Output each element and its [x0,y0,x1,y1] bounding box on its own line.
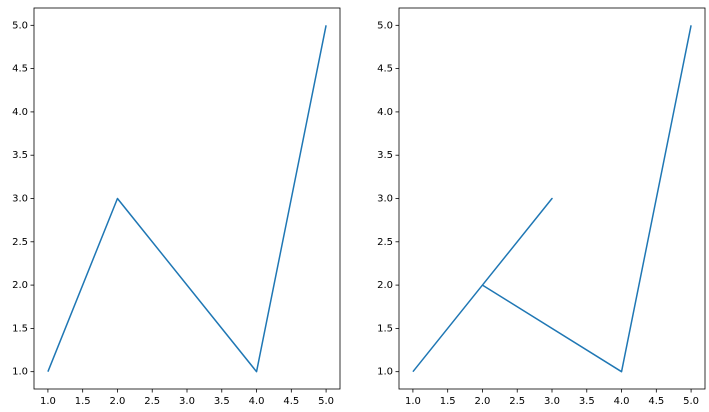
y-tick-label: 3.0 [12,194,28,205]
x-tick-label: 3.5 [214,396,230,407]
y-tick-label: 2.5 [12,237,28,248]
x-tick-label: 4.0 [614,396,630,407]
x-tick-label: 1.5 [440,396,456,407]
y-tick-label: 2.5 [377,237,393,248]
x-tick-label: 5.0 [318,396,334,407]
data-line [47,25,327,373]
x-tick-label: 5.0 [683,396,699,407]
y-tick-label: 1.0 [377,367,393,378]
y-tick-label: 4.5 [377,64,393,75]
y-tick-label: 3.5 [12,150,28,161]
x-tick-label: 4.5 [283,396,299,407]
x-tick-label: 3.0 [179,396,195,407]
y-tick-label: 1.5 [377,323,393,334]
y-tick-label: 4.5 [12,64,28,75]
x-tick-label: 4.0 [249,396,265,407]
y-tick-label: 1.5 [12,323,28,334]
y-tick-label: 4.0 [12,107,28,118]
y-tick-label: 3.5 [377,150,393,161]
x-tick-label: 3.0 [544,396,560,407]
x-tick-label: 2.5 [144,396,160,407]
x-tick-label: 2.0 [110,396,126,407]
x-tick-label: 2.0 [475,396,491,407]
y-tick-label: 5.0 [377,20,393,31]
y-tick-label: 4.0 [377,107,393,118]
y-tick-label: 3.0 [377,194,393,205]
x-tick-label: 1.0 [40,396,56,407]
x-tick-label: 4.5 [648,396,664,407]
y-tick-label: 5.0 [12,20,28,31]
axes-frame [33,7,341,390]
data-line [412,25,692,373]
x-tick-label: 3.5 [579,396,595,407]
x-tick-label: 2.5 [509,396,525,407]
axes-frame [398,7,706,390]
y-tick-label: 2.0 [377,280,393,291]
x-tick-label: 1.0 [405,396,421,407]
y-tick-label: 1.0 [12,367,28,378]
y-tick-label: 2.0 [12,280,28,291]
x-tick-label: 1.5 [75,396,91,407]
